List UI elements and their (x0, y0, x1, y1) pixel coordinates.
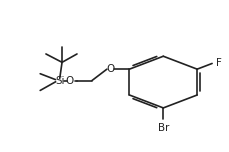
Text: F: F (215, 59, 221, 68)
Text: O: O (65, 76, 74, 86)
Text: Si: Si (55, 76, 64, 86)
Text: O: O (106, 64, 114, 74)
Text: Br: Br (157, 123, 168, 133)
